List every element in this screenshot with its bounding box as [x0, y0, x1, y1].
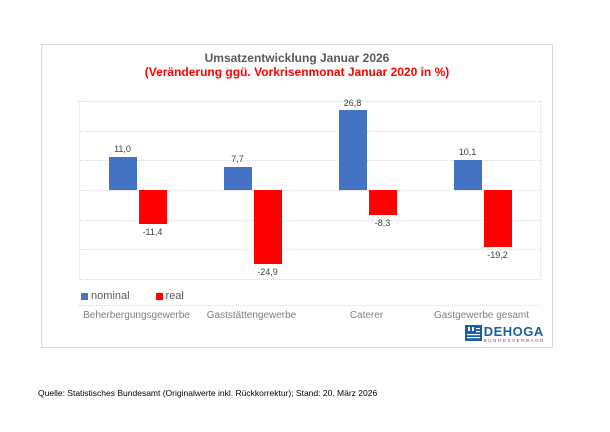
legend-label-nominal: nominal	[91, 290, 130, 302]
legend-item-real: real	[155, 290, 184, 302]
category-label-gaststaettengewerbe: Gaststättengewerbe	[206, 310, 297, 321]
bar-value-label-nominal-1: 7,7	[231, 154, 244, 165]
dehoga-logo-icon	[464, 325, 482, 341]
bar-value-label-real-2: -8,3	[374, 217, 391, 228]
gridline--10	[80, 219, 540, 221]
dehoga-logo-name: DEHOGA	[483, 324, 544, 339]
chart-title: Umsatzentwicklung Januar 2026	[204, 51, 390, 65]
gridline-10	[80, 160, 540, 162]
gridline--30	[80, 279, 540, 280]
gridline-30	[80, 101, 540, 102]
category-axis: Beherbergungsgewerbe Gaststättengewerbe …	[79, 310, 541, 321]
plot-area: 11,0 -11,4 7,7 -24,9 26,8 -8,3 10,1 -19,2	[79, 97, 541, 280]
bar-value-label-real-1: -24,9	[257, 266, 278, 277]
bar-value-label-nominal-0: 11,0	[114, 144, 131, 155]
legend-item-nominal: nominal	[81, 290, 130, 302]
category-label-caterer: Caterer	[349, 310, 384, 321]
real-swatch-icon	[155, 292, 163, 300]
gridline--20	[80, 249, 540, 251]
bar-real-2	[368, 190, 397, 215]
bar-value-label-real-3: -19,2	[487, 249, 508, 260]
bar-real-0	[138, 190, 167, 224]
legend-divider	[79, 305, 541, 306]
legend: nominal real	[81, 288, 210, 304]
gridline-0	[80, 190, 540, 191]
bar-real-1	[253, 190, 282, 264]
category-label-gastgewerbe-gesamt: Gastgewerbe gesamt	[433, 310, 530, 321]
bar-nominal-1	[223, 167, 252, 190]
dehoga-logo: DEHOGA BUNDESVERBAND	[464, 325, 545, 344]
nominal-swatch-icon	[81, 292, 88, 300]
title-block: Umsatzentwicklung Januar 2026 (Veränderu…	[42, 51, 552, 79]
dehoga-logo-subtext: BUNDESVERBAND	[483, 338, 545, 343]
chart-subtitle: (Veränderung ggü. Vorkrisenmonat Januar …	[144, 65, 450, 79]
bar-value-label-nominal-2: 26,8	[343, 97, 362, 108]
bar-real-3	[483, 190, 512, 247]
bar-nominal-3	[453, 160, 482, 190]
category-label-beherbergungsgewerbe: Beherbergungsgewerbe	[83, 310, 190, 321]
chart-frame: Umsatzentwicklung Januar 2026 (Veränderu…	[41, 44, 553, 348]
source-note: Quelle: Statistisches Bundesamt (Origina…	[38, 388, 378, 398]
legend-label-real: real	[165, 290, 184, 302]
bar-nominal-0	[108, 157, 137, 190]
bar-value-label-nominal-3: 10,1	[458, 147, 477, 158]
bar-nominal-2	[338, 110, 367, 190]
dehoga-logo-text: DEHOGA BUNDESVERBAND	[484, 325, 545, 344]
bar-value-label-real-0: -11,4	[142, 226, 163, 237]
gridline-20	[80, 130, 540, 132]
